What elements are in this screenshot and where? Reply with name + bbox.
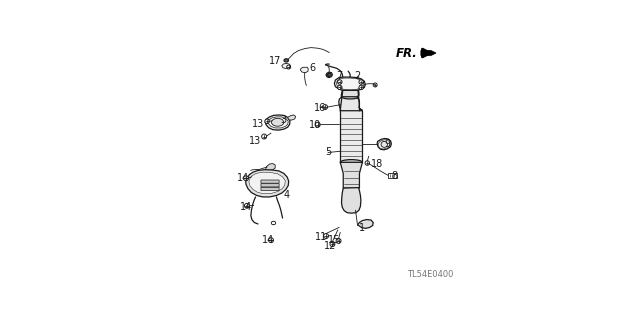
Text: 4: 4 (284, 190, 290, 200)
Bar (340, 111, 362, 162)
FancyBboxPatch shape (388, 174, 397, 178)
Ellipse shape (365, 161, 369, 165)
Polygon shape (288, 115, 296, 120)
Ellipse shape (323, 105, 328, 109)
Polygon shape (326, 72, 332, 78)
Text: 16: 16 (314, 102, 326, 113)
Text: 14: 14 (237, 173, 249, 183)
Polygon shape (377, 138, 392, 150)
Polygon shape (342, 188, 361, 213)
Ellipse shape (269, 238, 273, 243)
Polygon shape (341, 90, 359, 97)
Text: 17: 17 (269, 56, 282, 66)
Text: 10: 10 (309, 120, 321, 130)
Polygon shape (334, 77, 365, 91)
Text: FR.: FR. (396, 47, 418, 60)
Text: 5: 5 (325, 147, 331, 158)
Polygon shape (337, 78, 364, 90)
FancyBboxPatch shape (261, 184, 279, 187)
Polygon shape (282, 63, 291, 69)
Ellipse shape (373, 83, 377, 87)
Text: 14: 14 (262, 235, 275, 245)
Ellipse shape (340, 160, 362, 165)
Text: 8: 8 (391, 171, 397, 181)
FancyBboxPatch shape (261, 180, 279, 183)
Text: 7: 7 (337, 70, 343, 81)
Ellipse shape (272, 221, 275, 225)
Ellipse shape (285, 60, 287, 61)
Ellipse shape (330, 242, 335, 247)
Ellipse shape (316, 122, 320, 127)
Text: 1: 1 (359, 223, 365, 233)
Ellipse shape (359, 85, 364, 90)
Ellipse shape (328, 74, 330, 76)
Text: 12: 12 (324, 241, 337, 251)
Ellipse shape (262, 134, 267, 139)
Text: 2: 2 (355, 71, 360, 81)
Polygon shape (378, 140, 390, 149)
Ellipse shape (271, 221, 276, 225)
Polygon shape (339, 97, 362, 111)
Polygon shape (421, 51, 436, 56)
Polygon shape (249, 172, 285, 194)
Text: 3: 3 (281, 115, 287, 125)
Polygon shape (246, 170, 289, 197)
Text: 13: 13 (250, 136, 262, 146)
Text: 14: 14 (239, 202, 252, 211)
Ellipse shape (336, 239, 341, 243)
Polygon shape (265, 115, 290, 130)
Ellipse shape (337, 85, 342, 90)
Ellipse shape (244, 203, 250, 208)
Text: 15: 15 (328, 235, 340, 245)
Ellipse shape (265, 119, 269, 123)
Text: TL54E0400: TL54E0400 (408, 270, 454, 279)
Polygon shape (268, 117, 288, 128)
Polygon shape (301, 67, 308, 73)
Ellipse shape (324, 234, 328, 239)
Text: 9: 9 (384, 139, 390, 149)
Polygon shape (340, 162, 362, 188)
FancyBboxPatch shape (261, 187, 279, 190)
Text: 11: 11 (316, 232, 328, 242)
Ellipse shape (359, 80, 364, 84)
Text: 13: 13 (252, 119, 264, 129)
Ellipse shape (327, 73, 331, 77)
Ellipse shape (287, 65, 291, 69)
Polygon shape (358, 219, 373, 228)
Ellipse shape (271, 118, 284, 126)
Ellipse shape (284, 59, 289, 62)
Ellipse shape (340, 108, 362, 114)
Ellipse shape (342, 94, 358, 99)
Text: 18: 18 (371, 159, 383, 168)
Ellipse shape (381, 141, 387, 147)
Text: 6: 6 (310, 63, 316, 73)
Polygon shape (266, 164, 275, 170)
Ellipse shape (337, 80, 342, 84)
Ellipse shape (243, 176, 248, 181)
